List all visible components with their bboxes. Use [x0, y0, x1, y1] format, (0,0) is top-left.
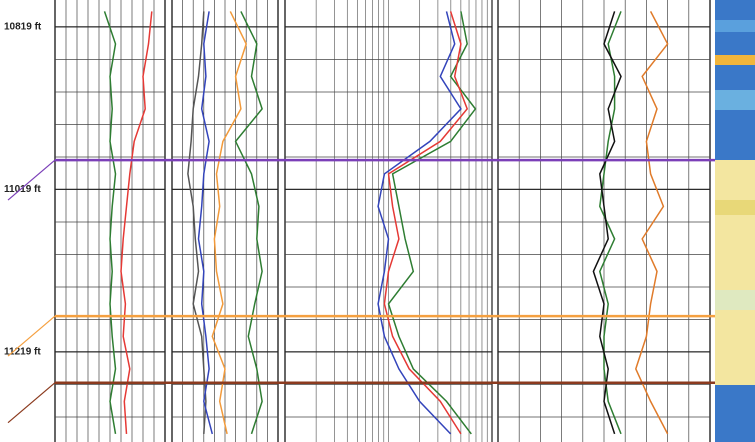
formation-link	[7, 315, 56, 357]
log-curve	[377, 11, 462, 435]
log-curve	[234, 11, 263, 435]
depth-label: 11219 ft	[4, 346, 41, 357]
log-curve	[187, 11, 207, 434]
log-curve	[103, 11, 117, 435]
log-curve	[634, 11, 669, 435]
log-curve	[211, 11, 248, 435]
log-curve	[197, 11, 214, 435]
log-curve	[592, 11, 622, 435]
log-curve	[599, 11, 622, 435]
depth-label: 10819 ft	[4, 21, 42, 32]
depth-label: 11019 ft	[4, 184, 41, 195]
image-track	[715, 0, 755, 442]
formation-link	[7, 382, 56, 424]
log-curve	[120, 11, 153, 434]
log-curve	[383, 11, 469, 435]
formation-link	[7, 159, 56, 201]
log-curve	[387, 11, 477, 435]
